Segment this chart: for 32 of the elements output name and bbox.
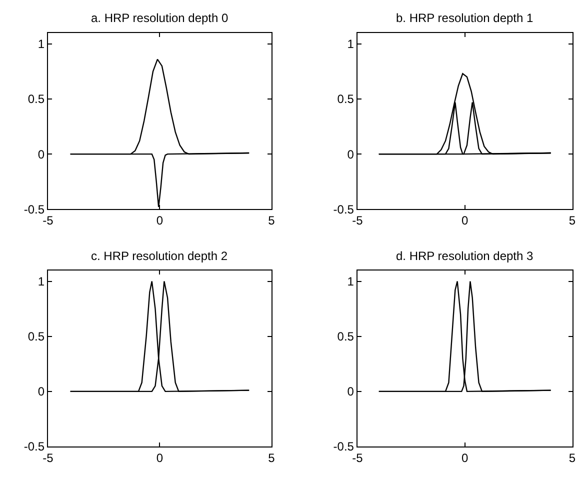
y-tick-label: 0.5 — [337, 330, 354, 344]
x-tick-label: -5 — [352, 450, 364, 465]
y-tick-label: 0 — [347, 147, 354, 162]
chart-title: b. HRP resolution depth 1 — [396, 11, 534, 25]
x-tick-label: 0 — [461, 214, 468, 228]
y-tick-label: -0.5 — [24, 202, 45, 216]
x-tick-label: -5 — [42, 214, 54, 228]
x-tick-label: -5 — [352, 214, 364, 228]
y-tick-label: -0.5 — [333, 440, 354, 454]
chart-title: d. HRP resolution depth 3 — [396, 249, 534, 263]
x-tick-label: 5 — [568, 450, 576, 465]
x-tick-label: 5 — [268, 450, 276, 465]
x-tick-label: 5 — [568, 214, 576, 228]
y-tick-label: 1 — [38, 37, 45, 52]
y-tick-label: -0.5 — [24, 440, 45, 454]
y-tick-label: 1 — [347, 274, 354, 288]
x-tick-label: 5 — [268, 214, 276, 228]
y-tick-label: 1 — [347, 37, 354, 52]
y-tick-label: -0.5 — [333, 202, 354, 216]
chart-title: a. HRP resolution depth 0 — [91, 11, 229, 25]
y-tick-label: 0.5 — [28, 92, 45, 106]
x-tick-label: 0 — [461, 450, 468, 465]
chart-title: c. HRP resolution depth 2 — [91, 249, 228, 263]
x-tick-label: -5 — [42, 450, 54, 465]
y-tick-label: 1 — [38, 274, 45, 288]
y-tick-label: 0 — [38, 147, 45, 162]
x-tick-label: 0 — [156, 450, 164, 465]
y-tick-label: 0.5 — [337, 92, 354, 106]
y-tick-label: 0.5 — [28, 330, 45, 344]
x-tick-label: 0 — [156, 214, 164, 228]
y-tick-label: 0 — [38, 384, 45, 399]
y-tick-label: 0 — [347, 384, 354, 399]
